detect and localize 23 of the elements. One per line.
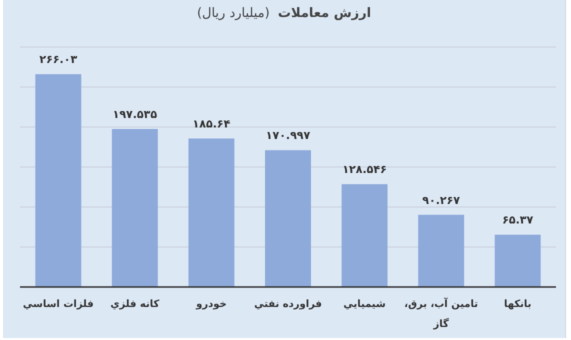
x-tick-label: تامين آب، برق، گاز <box>403 296 480 332</box>
bar <box>342 184 388 287</box>
data-label: ۲۶۶.۰۳ <box>39 53 78 66</box>
bar <box>35 74 82 287</box>
chart-subtitle: (میلیارد ریال) <box>196 6 271 21</box>
x-tick-label: فراورده نفتي <box>253 298 323 312</box>
data-label: ۶۵.۳۷ <box>502 214 534 227</box>
x-tick-label: کانه فلزي <box>109 298 160 312</box>
bar <box>418 214 464 287</box>
x-tick-label: شيميايي <box>343 299 386 310</box>
data-label: ۱۹۷.۵۳۵ <box>112 108 158 121</box>
data-label: ۹۰.۲۶۷ <box>422 194 460 207</box>
data-label: ۱۲۸.۵۴۶ <box>342 163 387 176</box>
chart-title: ارزش معاملات <box>278 6 372 21</box>
bar <box>494 234 541 287</box>
x-tick-label: فلزات اساسي <box>22 298 95 312</box>
x-tick-label: بانکها <box>504 299 532 310</box>
bar <box>188 138 234 287</box>
data-label: ۱۸۵.۶۴ <box>192 117 231 130</box>
data-label: ۱۷۰.۹۹۷ <box>266 129 311 142</box>
bar <box>112 128 158 287</box>
x-tick-label: خودرو <box>194 298 228 312</box>
bar <box>265 150 311 287</box>
